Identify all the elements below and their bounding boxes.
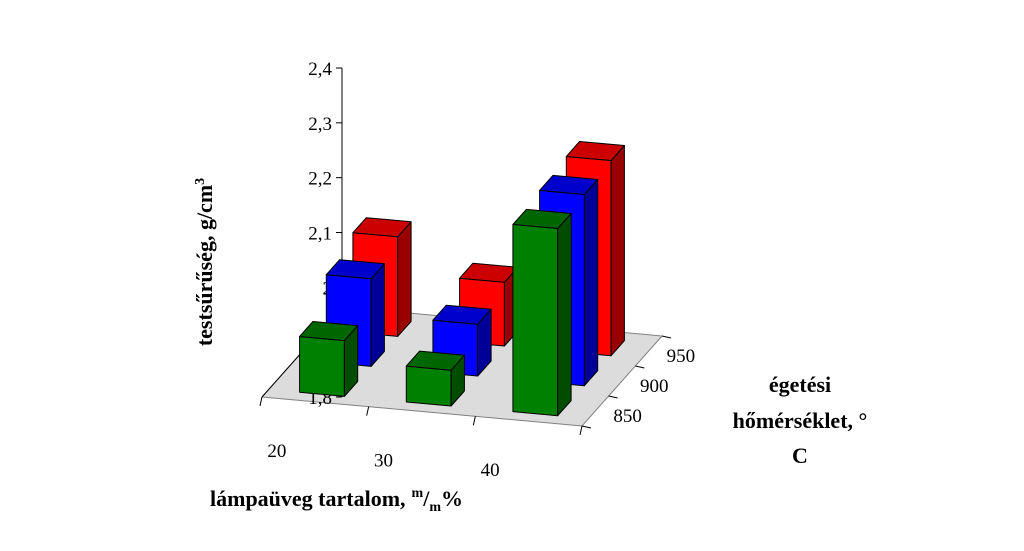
depth-tick-mark xyxy=(661,335,672,339)
bar-top-face xyxy=(405,350,465,371)
bar-top-face xyxy=(299,321,359,342)
bar-side-face xyxy=(610,145,625,357)
y-tick-label: 2,1 xyxy=(308,224,332,245)
y-tick-label: 2,4 xyxy=(308,59,332,80)
x-axis-title-suffix: % xyxy=(441,486,463,511)
bar xyxy=(299,321,359,397)
bar-top-face xyxy=(565,141,625,161)
x-tick-label: 20 xyxy=(267,441,286,462)
bar-side-face xyxy=(583,179,599,387)
x-axis-title-num: m xyxy=(412,486,424,501)
x-axis-title-den: m xyxy=(429,500,441,515)
x-tick-mark xyxy=(472,416,476,426)
bar xyxy=(405,350,465,407)
bar-top-face xyxy=(352,217,412,238)
depth-tick-mark xyxy=(635,365,645,369)
bar-side-face xyxy=(557,213,572,417)
x-tick-mark xyxy=(366,406,370,416)
bar xyxy=(325,259,385,367)
bar-front-face xyxy=(299,336,345,397)
y-tick-label: 2,2 xyxy=(308,169,332,190)
x-axis-title-slash: / xyxy=(422,486,430,511)
x-axis-title: lámpaüveg tartalom, m/m% xyxy=(210,486,463,515)
bar-front-face xyxy=(512,223,559,417)
y-axis-title: testsűrűség, g/cm3 xyxy=(192,178,217,346)
x-axis-title-text: lámpaüveg tartalom, xyxy=(210,486,406,511)
bar-side-face xyxy=(397,221,412,337)
x-tick-label: 40 xyxy=(481,460,500,481)
x-axis-ticks: 20 30 40 xyxy=(267,441,499,481)
x-tick-label: 30 xyxy=(374,451,393,472)
bar-top-face xyxy=(512,208,572,229)
depth-tick-mark xyxy=(608,395,618,399)
depth-axis-ticks: 850 900 950 xyxy=(613,346,695,427)
bar-top-face xyxy=(325,259,385,280)
depth-tick-label: 900 xyxy=(640,376,669,397)
y-axis-title-sup: 3 xyxy=(193,178,208,185)
bars xyxy=(299,141,625,417)
bar-top-face xyxy=(432,304,492,325)
depth-axis-title-line3: C xyxy=(792,443,808,468)
depth-tick-label: 850 xyxy=(613,406,642,427)
bar-side-face xyxy=(370,263,385,367)
x-tick-mark xyxy=(259,396,263,407)
bar-front-face xyxy=(405,365,452,407)
y-tick-label: 2,3 xyxy=(308,114,332,135)
depth-axis-title-line1: égetési xyxy=(769,372,831,397)
x-tick-mark xyxy=(579,425,583,436)
bar-top-face xyxy=(539,174,599,195)
depth-tick-mark xyxy=(581,425,592,429)
depth-tick-label: 950 xyxy=(667,346,696,367)
bar xyxy=(512,208,572,417)
depth-axis-title-line2: hőmérséklet, ° xyxy=(733,408,868,433)
y-axis-title-text: testsűrűség, g/cm xyxy=(192,185,217,346)
